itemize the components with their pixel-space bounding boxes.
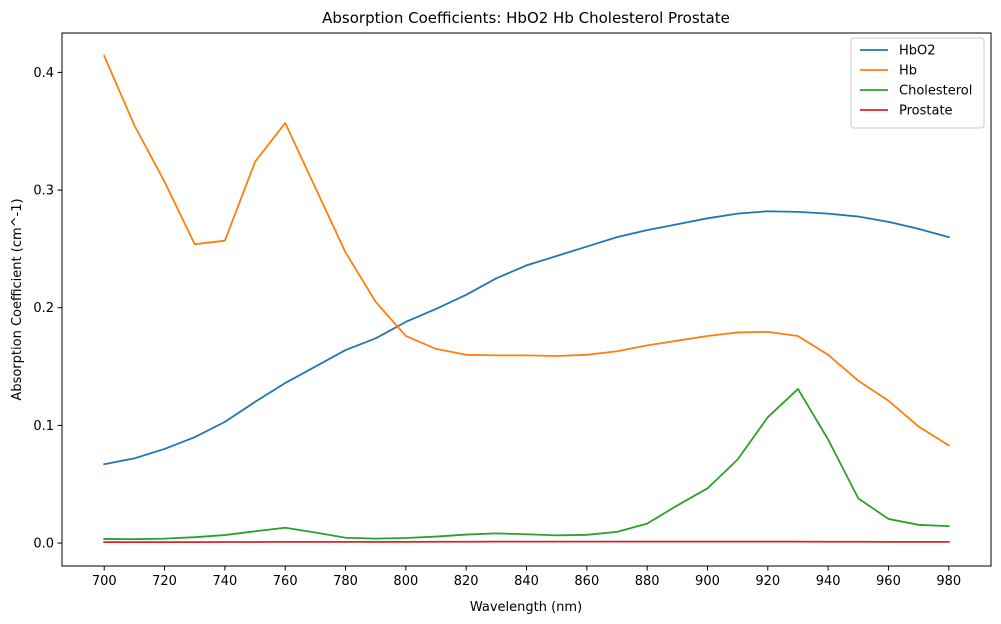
x-tick-label: 940 [816,574,841,589]
legend-box [850,37,985,129]
plot-area [61,32,992,567]
x-tick-label: 760 [273,574,298,589]
x-tick-label: 780 [333,574,358,589]
y-tick-label: 0.4 [33,66,54,81]
x-axis-label: Wavelength (nm) [470,600,582,615]
x-tick-label: 820 [454,574,479,589]
x-tick-label: 840 [514,574,539,589]
x-tick-label: 900 [695,574,720,589]
y-tick-label: 0.3 [33,184,54,199]
y-tick-label: 0.2 [33,301,54,316]
x-tick-label: 920 [755,574,780,589]
x-tick-label: 980 [936,574,961,589]
series-line-cholesterol [103,388,950,541]
x-tick-label: 720 [152,574,177,589]
x-axis: 700 720 740 760 780 800 820 840 860 880 900 920 940 9… [92,566,961,589]
legend-label: Cholesterol [899,84,972,99]
y-tick-label: 0.0 [33,537,54,552]
chart-title: Absorption Coefficients: HbO2 Hb Cholest… [322,9,730,27]
x-tick-label: 700 [92,574,117,589]
legend-label: Hb [899,64,917,79]
x-tick-label: 800 [393,574,418,589]
legend-label: HbO2 [899,44,936,59]
x-tick-label: 960 [876,574,901,589]
y-axis-label: Absorption Coefficient (cm^-1) [10,198,25,400]
y-axis: 0.0 0.1 0.2 0.3 0.4 [33,66,62,552]
legend-label: Prostate [899,104,953,119]
x-tick-label: 880 [635,574,660,589]
series-lines [103,54,951,544]
y-tick-label: 0.1 [33,419,54,434]
series-line-hb [103,54,951,447]
legend: HbO2 Hb Cholesterol Prostate [850,37,985,129]
series-line-hbo2 [103,210,950,466]
x-tick-label: 740 [212,574,237,589]
x-tick-label: 860 [574,574,599,589]
